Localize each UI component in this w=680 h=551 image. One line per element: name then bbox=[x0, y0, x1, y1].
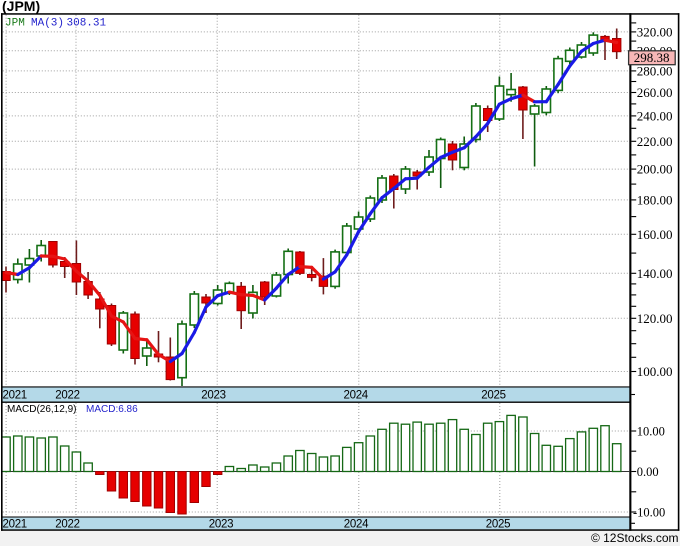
svg-text:2024: 2024 bbox=[344, 519, 369, 531]
svg-text:2022: 2022 bbox=[55, 519, 79, 531]
svg-text:2024: 2024 bbox=[344, 390, 369, 402]
svg-text:180.00: 180.00 bbox=[637, 193, 673, 208]
svg-text:280.00: 280.00 bbox=[637, 64, 673, 79]
svg-text:(JPM): (JPM) bbox=[2, 0, 40, 14]
svg-text:100.00: 100.00 bbox=[637, 364, 673, 379]
svg-text:2025: 2025 bbox=[481, 390, 505, 402]
svg-text:MACD(26,12,9): MACD(26,12,9) bbox=[7, 404, 76, 415]
svg-text:2021: 2021 bbox=[3, 390, 27, 402]
svg-text:2022: 2022 bbox=[55, 390, 79, 402]
svg-text:140.00: 140.00 bbox=[637, 266, 673, 281]
svg-text:2025: 2025 bbox=[486, 519, 510, 531]
svg-text:2023: 2023 bbox=[201, 390, 225, 402]
svg-text:120.00: 120.00 bbox=[637, 311, 673, 326]
svg-text:MA(3): MA(3) bbox=[31, 18, 64, 30]
svg-text:JPM: JPM bbox=[5, 18, 25, 30]
svg-text:MACD:6.86: MACD:6.86 bbox=[86, 404, 138, 415]
svg-text:160.00: 160.00 bbox=[637, 227, 673, 242]
svg-text:2023: 2023 bbox=[209, 519, 233, 531]
svg-text:260.00: 260.00 bbox=[637, 85, 673, 100]
svg-text:298.38: 298.38 bbox=[634, 50, 670, 65]
svg-text:© 12Stocks.com: © 12Stocks.com bbox=[591, 531, 679, 545]
svg-text:320.00: 320.00 bbox=[637, 25, 673, 40]
svg-text:308.31: 308.31 bbox=[67, 18, 107, 30]
svg-text:200.00: 200.00 bbox=[637, 162, 673, 177]
svg-text:220.00: 220.00 bbox=[637, 134, 673, 149]
svg-text:-10.00: -10.00 bbox=[633, 506, 665, 520]
svg-text:2021: 2021 bbox=[3, 519, 27, 531]
svg-text:10.00: 10.00 bbox=[637, 425, 665, 439]
svg-text:0.00: 0.00 bbox=[637, 465, 659, 479]
svg-text:240.00: 240.00 bbox=[637, 109, 673, 124]
